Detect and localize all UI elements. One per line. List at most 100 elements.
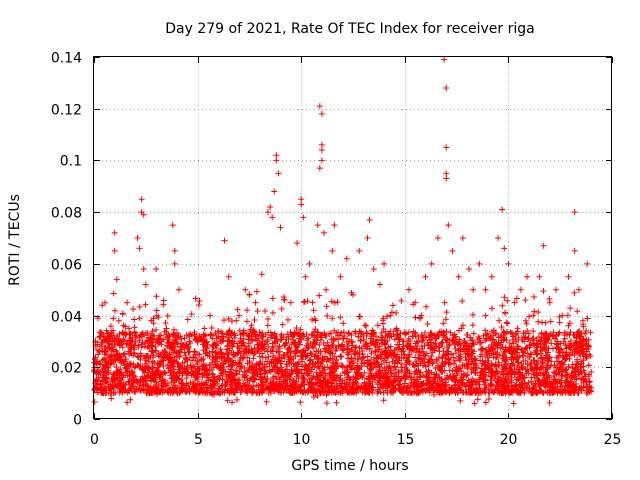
- roti-point: [111, 229, 118, 236]
- roti-point: [434, 235, 441, 241]
- roti-point: [356, 247, 363, 254]
- roti-point: [443, 144, 450, 151]
- roti-point: [140, 211, 147, 218]
- y-tick-label: 0: [73, 413, 82, 429]
- x-tick-label: 10: [293, 432, 311, 448]
- y-axis-label: ROTI / TECUs: [7, 194, 23, 286]
- roti-point: [393, 325, 400, 332]
- roti-point: [111, 247, 118, 254]
- roti-point: [511, 299, 518, 306]
- roti-point: [422, 273, 429, 280]
- roti-point: [376, 281, 383, 288]
- roti-point: [517, 286, 524, 293]
- roti-point: [306, 260, 313, 267]
- roti-point: [350, 291, 356, 298]
- roti-point: [524, 273, 531, 280]
- roti-point: [505, 260, 512, 267]
- x-tick-labels: 0 5 10 15 20 25: [90, 432, 621, 448]
- roti-point: [180, 343, 187, 350]
- roti-point: [559, 312, 566, 319]
- roti-point: [269, 214, 276, 221]
- roti-point: [113, 276, 120, 283]
- roti-point: [171, 247, 178, 254]
- x-tick-label: 15: [397, 432, 415, 448]
- roti-point: [318, 110, 325, 117]
- roti-point: [482, 286, 489, 293]
- y-tick-label: 0.08: [51, 206, 82, 222]
- roti-point: [128, 343, 135, 350]
- roti-point: [571, 247, 578, 254]
- roti-point: [298, 196, 305, 203]
- point-band: [91, 288, 595, 407]
- roti-point: [571, 209, 578, 216]
- roti-point: [124, 299, 131, 306]
- roti-point: [470, 286, 477, 293]
- roti-point: [405, 286, 412, 293]
- roti-point: [329, 247, 336, 254]
- roti-point: [530, 312, 537, 319]
- roti-point: [142, 281, 149, 288]
- roti-point: [138, 196, 145, 203]
- roti-point: [146, 338, 153, 345]
- y-tick-label: 0.02: [51, 361, 82, 377]
- chart-title: Day 279 of 2021, Rate Of TEC Index for r…: [165, 21, 534, 37]
- roti-point: [287, 299, 294, 306]
- roti-point: [163, 325, 170, 332]
- roti-point: [215, 328, 222, 335]
- roti-point: [136, 245, 143, 252]
- roti-point: [242, 286, 249, 293]
- roti-point: [443, 170, 450, 177]
- roti-point: [140, 266, 147, 273]
- roti-point: [364, 235, 371, 241]
- roti-point: [275, 170, 282, 177]
- roti-point: [445, 222, 452, 229]
- roti-point-band: [91, 288, 595, 407]
- roti-point: [200, 338, 207, 345]
- roti-point: [466, 266, 473, 273]
- roti-point: [499, 206, 506, 213]
- roti-point: [221, 237, 228, 244]
- roti-point: [271, 188, 278, 195]
- roti-point: [267, 203, 274, 210]
- roti-point: [316, 165, 323, 172]
- roti-point: [449, 247, 456, 254]
- roti-point: [105, 369, 112, 376]
- x-tick-label: 0: [90, 432, 99, 448]
- roti-point: [252, 299, 259, 306]
- x-tick-label: 5: [194, 432, 203, 448]
- roti-point: [109, 338, 116, 345]
- roti-point: [316, 103, 323, 110]
- roti-point: [115, 317, 122, 324]
- roti-point: [273, 157, 280, 164]
- roti-point: [584, 260, 591, 267]
- axis-ticks: [94, 57, 613, 420]
- roti-point: [428, 260, 435, 267]
- roti-point: [476, 260, 483, 267]
- roti-point: [281, 297, 288, 304]
- y-tick-label: 0.14: [51, 51, 82, 67]
- roti-point: [366, 216, 373, 223]
- roti-point: [302, 273, 309, 280]
- roti-point: [231, 351, 238, 358]
- roti-point: [175, 286, 182, 293]
- roti-point: [320, 229, 327, 236]
- roti-point: [169, 222, 176, 229]
- roti-point: [99, 302, 106, 309]
- roti-point: [101, 364, 108, 371]
- roti-point: [93, 377, 100, 384]
- roti-point: [310, 307, 317, 314]
- roti-point: [171, 260, 178, 267]
- roti-point: [258, 271, 265, 278]
- roti-point: [120, 359, 127, 366]
- roti-point: [418, 312, 425, 319]
- roti-point: [381, 260, 388, 267]
- roti-point: [540, 242, 547, 249]
- roti-point: [97, 333, 104, 340]
- roti-point: [323, 286, 330, 293]
- roti-point: [314, 222, 321, 229]
- grid: [94, 57, 612, 419]
- roti-point: [294, 240, 301, 247]
- roti-point: [443, 85, 450, 92]
- roti-point: [153, 266, 160, 273]
- y-tick-label: 0.04: [51, 310, 82, 326]
